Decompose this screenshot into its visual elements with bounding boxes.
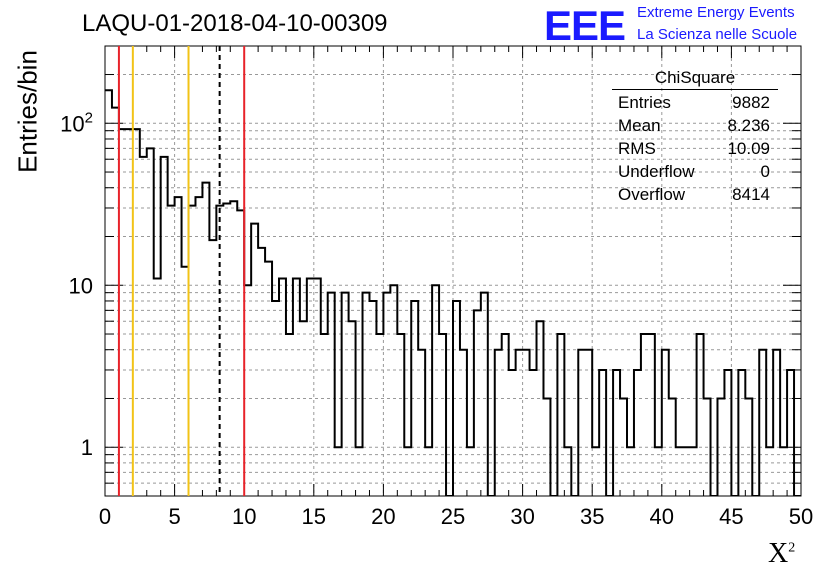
page-title: LAQU-01-2018-04-10-00309: [82, 10, 388, 37]
histogram-bin: [495, 350, 502, 496]
y-tick-label: 10: [69, 273, 93, 298]
stats-row-underflow: Underflow 0: [618, 162, 770, 181]
x-tick-label: 5: [168, 504, 180, 529]
histogram-bin: [119, 129, 126, 496]
y-tick-label: 1: [81, 435, 93, 460]
histogram-bin: [286, 334, 293, 496]
histogram-bin: [697, 334, 704, 496]
histogram-bin: [578, 350, 585, 496]
histogram-bin: [585, 350, 592, 496]
histogram-bin: [230, 201, 237, 496]
histogram-bin: [738, 370, 745, 496]
eee-logo: EEE: [544, 2, 626, 49]
histogram-bin: [481, 293, 488, 496]
x-tick-label: 30: [510, 504, 534, 529]
histogram-line: [105, 89, 801, 496]
histogram-bin: [175, 197, 182, 496]
histogram-bin: [599, 370, 606, 496]
histogram-bin: [133, 129, 140, 496]
x-tick-label: 15: [302, 504, 326, 529]
x-tick-label: 20: [371, 504, 395, 529]
histogram-bin: [376, 334, 383, 496]
x-axis-label: X2: [768, 538, 796, 569]
histogram-bin: [634, 370, 641, 496]
histogram-bin: [613, 370, 620, 496]
histogram-bin: [641, 334, 648, 496]
histogram-bin: [126, 129, 133, 496]
histogram-bin: [648, 334, 655, 496]
histogram-bin: [509, 370, 516, 496]
histogram-bin: [530, 370, 537, 496]
stats-title: ChiSquare: [612, 68, 778, 90]
histogram-bin: [773, 350, 780, 496]
histogram-bin: [787, 370, 794, 496]
x-tick-label: 10: [232, 504, 256, 529]
histogram-bin: [349, 321, 356, 496]
histogram-bin: [244, 285, 251, 496]
histogram-bin: [523, 350, 530, 496]
histogram-bin: [418, 350, 425, 496]
x-tick-label: 25: [441, 504, 465, 529]
stats-box: ChiSquare Entries 9882 Mean 8.236 RMS 10.09…: [612, 68, 778, 206]
histogram-bin: [432, 285, 439, 496]
histogram-bin: [237, 210, 244, 496]
histogram-bin: [209, 240, 216, 496]
logo-line-1: Extreme Energy Events: [637, 4, 795, 21]
stats-row-mean: Mean 8.236: [618, 116, 770, 135]
y-tick-label: 102: [60, 109, 93, 136]
histogram-bin: [195, 197, 202, 496]
stats-row-entries: Entries 9882: [618, 93, 770, 112]
histogram-bin: [397, 334, 404, 496]
histogram-bin: [383, 293, 390, 496]
x-tick-label: 50: [789, 504, 813, 529]
histogram-bin: [390, 285, 397, 496]
histogram-bin: [147, 148, 154, 496]
logo-line-2: La Scienza nelle Scuole: [637, 26, 798, 43]
histogram-bin: [328, 293, 335, 496]
x-tick-label: 40: [650, 504, 674, 529]
histogram-bin: [112, 108, 119, 496]
histogram-bin: [557, 334, 564, 496]
histogram-bin: [300, 321, 307, 496]
y-axis-label: Entries/bin: [12, 50, 43, 173]
x-tick-label: 45: [719, 504, 743, 529]
histogram-bin: [202, 183, 209, 496]
histogram-bin: [759, 350, 766, 496]
histogram-bin: [474, 310, 481, 496]
histogram-bin: [342, 293, 349, 496]
histogram-bin: [502, 334, 509, 496]
histogram-bin: [189, 206, 196, 496]
histogram-bin: [265, 262, 272, 496]
x-tick-label: 0: [99, 504, 111, 529]
histogram-bin: [662, 350, 669, 496]
histogram-bin: [537, 321, 544, 496]
stats-row-overflow: Overflow 8414: [618, 185, 770, 204]
histogram-bin: [460, 350, 467, 496]
x-tick-label: 35: [580, 504, 604, 529]
histogram-bin: [724, 370, 731, 496]
histogram-bin: [439, 334, 446, 496]
histogram-bin: [363, 293, 370, 496]
histogram-bin: [321, 334, 328, 496]
histogram-bin: [168, 206, 175, 496]
stats-row-rms: RMS 10.09: [618, 139, 770, 158]
histogram-bin: [516, 350, 523, 496]
